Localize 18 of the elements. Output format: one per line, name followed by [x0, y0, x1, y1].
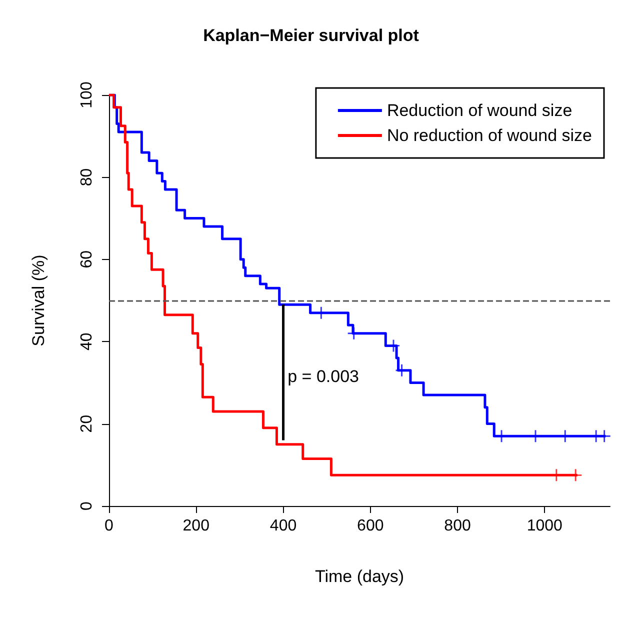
y-tick-label: 40 [78, 332, 96, 350]
x-tick-label: 800 [444, 518, 471, 534]
x-tick-label: 0 [104, 518, 114, 534]
legend-label: Reduction of wound size [386, 101, 572, 120]
x-tick-label: 600 [357, 518, 384, 534]
annotation: p = 0.003 [288, 367, 359, 386]
y-tick-label: 60 [78, 250, 96, 268]
x-axis-title: Time (days) [314, 567, 404, 586]
chart-title: Kaplan−Meier survival plot [203, 26, 420, 45]
x-tick-label: 1000 [526, 518, 563, 534]
y-tick-label: 0 [78, 501, 96, 510]
y-tick-label: 100 [78, 82, 96, 108]
y-axis-title: Survival (%) [29, 254, 48, 346]
legend-label: No reduction of wound size [386, 126, 592, 145]
y-tick-label: 80 [78, 168, 96, 186]
x-tick-label: 400 [270, 518, 297, 534]
y-tick-label: 20 [78, 414, 96, 433]
x-tick-label: 200 [182, 518, 210, 534]
